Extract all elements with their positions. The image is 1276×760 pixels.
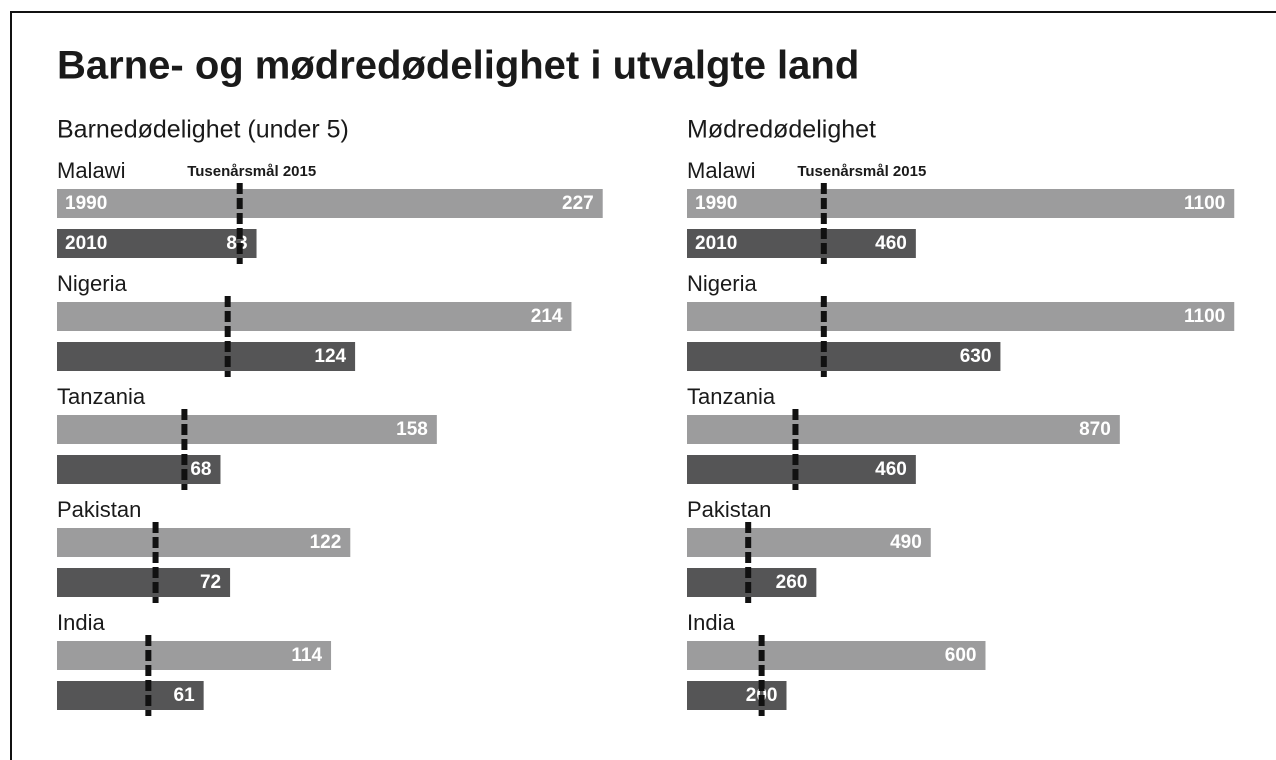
bar — [687, 681, 787, 710]
bar — [687, 455, 916, 484]
bar — [57, 342, 356, 371]
target-label: Tusenårsmål 2015 — [797, 163, 926, 180]
category-label: Nigeria — [57, 271, 127, 296]
bar — [687, 415, 1120, 444]
value-label: 600 — [945, 645, 977, 666]
panel-title: Mødredødelighet — [687, 116, 876, 144]
value-label: 870 — [1079, 419, 1111, 440]
category-label: Nigeria — [687, 271, 757, 296]
value-label: 260 — [776, 572, 808, 593]
bar — [57, 302, 572, 331]
value-label: 158 — [396, 419, 428, 440]
value-label: 122 — [310, 532, 342, 553]
bar — [57, 455, 221, 484]
category-label: Malawi — [57, 158, 125, 183]
bar — [57, 528, 351, 557]
bar — [687, 641, 986, 670]
category-label: India — [57, 610, 105, 635]
bar — [687, 568, 817, 597]
series-label: 2010 — [695, 233, 737, 254]
series-label: 1990 — [695, 193, 737, 214]
value-label: 214 — [531, 306, 563, 327]
bar — [687, 528, 931, 557]
value-label: 114 — [291, 645, 322, 666]
bar — [57, 189, 603, 218]
bar — [57, 641, 332, 670]
bar — [57, 415, 437, 444]
bar — [57, 568, 231, 597]
category-label: Malawi — [687, 158, 755, 183]
value-label: 61 — [174, 685, 196, 706]
category-label: India — [687, 610, 735, 635]
value-label: 630 — [960, 346, 992, 367]
value-label: 1100 — [1184, 306, 1225, 327]
value-label: 72 — [200, 572, 221, 593]
bar — [57, 229, 257, 258]
frame — [10, 11, 1276, 760]
value-label: 460 — [875, 233, 907, 254]
bar — [687, 302, 1235, 331]
chart-title: Barne- og mødredødelighet i utvalgte lan… — [57, 44, 859, 88]
category-label: Pakistan — [687, 497, 771, 522]
series-label: 1990 — [65, 193, 107, 214]
value-label: 460 — [875, 459, 907, 480]
value-label: 68 — [190, 459, 211, 480]
value-label: 1100 — [1184, 193, 1225, 214]
bar — [687, 342, 1001, 371]
value-label: 490 — [890, 532, 922, 553]
series-label: 2010 — [65, 233, 107, 254]
value-label: 124 — [314, 346, 346, 367]
category-label: Pakistan — [57, 497, 141, 522]
bar — [687, 229, 916, 258]
category-label: Tanzania — [687, 384, 776, 409]
target-label: Tusenårsmål 2015 — [187, 163, 316, 180]
category-label: Tanzania — [57, 384, 146, 409]
panel-title: Barnedødelighet (under 5) — [57, 116, 349, 144]
bar — [687, 189, 1235, 218]
value-label: 227 — [562, 193, 594, 214]
bar — [57, 681, 204, 710]
